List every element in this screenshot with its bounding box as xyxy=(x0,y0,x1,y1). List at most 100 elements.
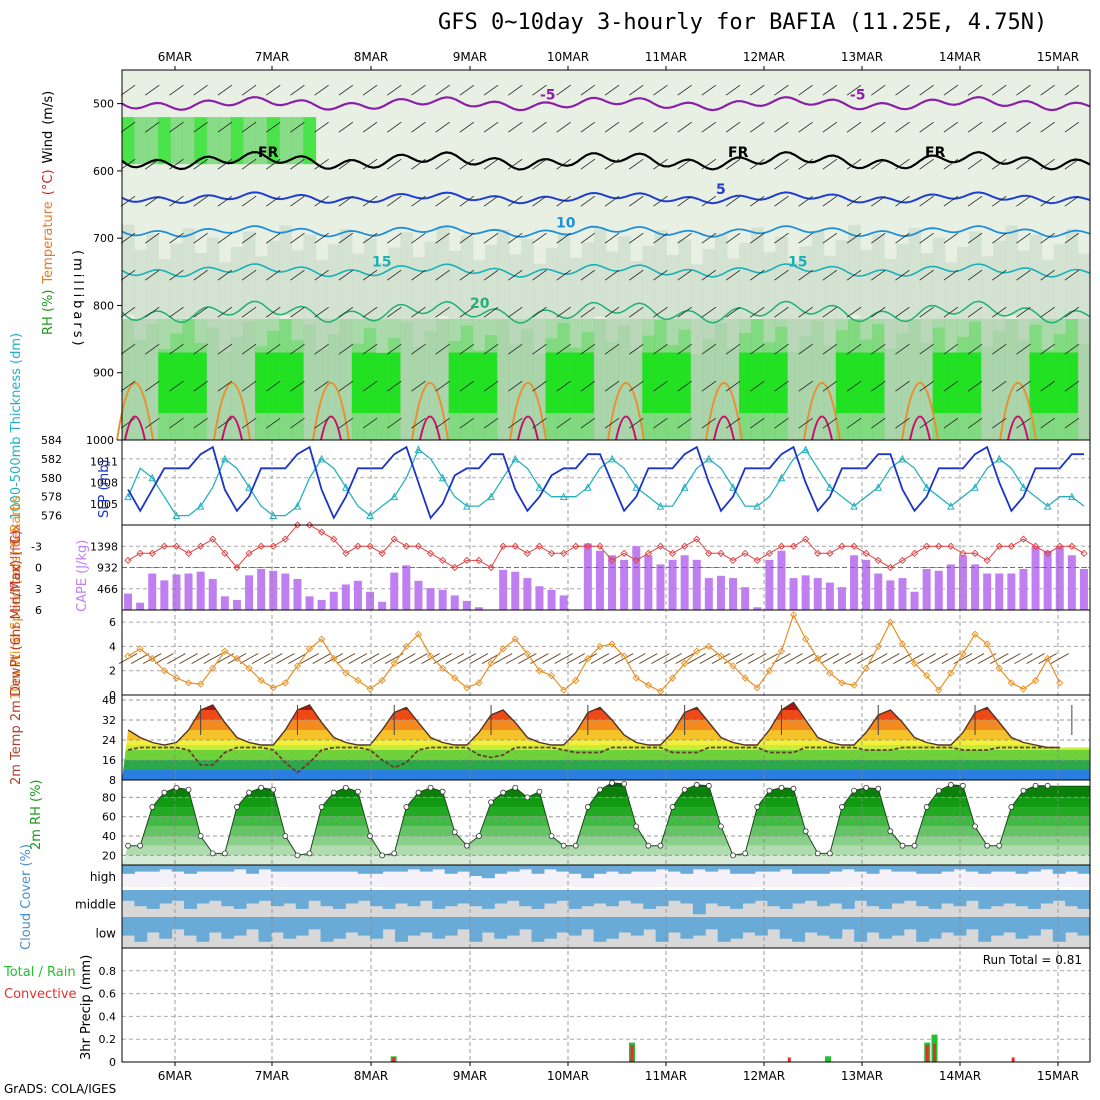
wind-speed-point xyxy=(717,652,725,660)
thickness-point xyxy=(487,492,495,501)
precip-tick: 0.4 xyxy=(99,1010,117,1023)
cloud-cell-high xyxy=(630,865,644,872)
cloud-cell-middle xyxy=(419,890,433,901)
wind-speed-point xyxy=(971,630,979,638)
wind-barb xyxy=(362,195,378,207)
wind-barb xyxy=(459,417,475,429)
wind-barb xyxy=(290,343,305,355)
panel-bg-7 xyxy=(122,948,1090,1062)
wind-barb xyxy=(750,417,765,429)
wind-barb xyxy=(169,195,184,207)
wind-tick: 0 xyxy=(109,689,116,702)
cloud-cell-low xyxy=(680,917,694,939)
cloud-cell-middle xyxy=(233,890,247,909)
cape-bar xyxy=(220,596,229,610)
wind-barb xyxy=(677,195,692,207)
cloud-cell-low xyxy=(978,917,992,942)
hot-contour xyxy=(320,415,342,441)
wind-barb xyxy=(193,306,208,318)
rh-cell-mid xyxy=(618,236,631,327)
rh-cell-mid xyxy=(884,259,897,350)
rh-cell-mid xyxy=(303,234,317,325)
rh-point xyxy=(306,850,313,857)
li-point xyxy=(741,549,749,557)
cloud-cell-middle xyxy=(705,890,719,904)
cloud-cell-middle xyxy=(345,890,359,904)
precip-convective-bar xyxy=(787,1057,791,1062)
rh-cell-high xyxy=(472,352,486,414)
cloud-cell-middle xyxy=(1015,890,1029,907)
wind-barb xyxy=(677,84,692,96)
li-point xyxy=(632,556,640,565)
temp-ylabel-text: 2m Temp 2m DewPt (6hr Min/Max) (°C) xyxy=(9,530,24,785)
cape-bar xyxy=(474,607,483,610)
rh-cell-low xyxy=(1005,318,1018,440)
rh-cell-high xyxy=(581,352,595,414)
rh-cell-mid xyxy=(243,231,256,322)
wind-barb xyxy=(701,195,717,207)
slp-tick: 1005 xyxy=(90,498,118,511)
cape-bar xyxy=(341,584,350,610)
wind-barb xyxy=(508,121,523,133)
wind-speed-point xyxy=(681,659,689,668)
wind-barb xyxy=(1064,121,1080,133)
cloud-cell-middle xyxy=(469,890,483,907)
wind-barb xyxy=(435,232,450,244)
li-point xyxy=(535,542,544,550)
cloud-cell-middle xyxy=(295,890,309,909)
thickness-point xyxy=(148,473,157,482)
cloud-cell-middle xyxy=(506,890,520,901)
cloud-cell-middle xyxy=(1065,890,1079,907)
rh-cell-mid xyxy=(472,260,486,351)
wind-barb xyxy=(774,121,789,133)
wind-barb xyxy=(387,417,402,429)
wind-barb xyxy=(483,343,499,355)
warm-contour xyxy=(509,382,547,441)
li-point xyxy=(923,542,931,550)
li-point xyxy=(995,542,1003,550)
wind-barb xyxy=(435,158,450,170)
chart-title: GFS 0~10day 3-hourly for BAFIA (11.25E, … xyxy=(438,10,1048,35)
hot-contour xyxy=(811,415,833,441)
hot-contour xyxy=(124,415,146,441)
wind-barb xyxy=(169,121,184,133)
cloud-cell-high xyxy=(692,865,706,870)
cloud-cell-middle xyxy=(494,890,508,904)
wind-speed-point xyxy=(342,669,350,677)
wind-barb xyxy=(290,306,305,318)
cape-bar xyxy=(1019,568,1028,610)
cape-bar xyxy=(595,550,604,610)
rh-cell-high xyxy=(1053,352,1067,414)
temp-tick: 8 xyxy=(109,774,116,787)
wind-barb xyxy=(459,269,475,281)
wind-barb xyxy=(435,306,450,318)
wind-speed-point xyxy=(390,659,398,668)
wind-barb xyxy=(992,84,1007,96)
cape-bar xyxy=(801,575,810,610)
rh-cell-mid xyxy=(424,241,438,332)
cloud-cell-high xyxy=(258,865,272,870)
thickness-point xyxy=(438,473,447,482)
rh-point xyxy=(730,852,736,859)
li-point xyxy=(511,542,519,550)
li-point xyxy=(366,542,374,550)
cape-tick: 466 xyxy=(97,583,118,596)
wind-barb xyxy=(266,380,281,392)
wind-barb xyxy=(653,84,668,96)
cape-tick: 1398 xyxy=(90,540,118,553)
wind-speed-point xyxy=(572,676,580,685)
cloud-cell-high xyxy=(283,865,297,872)
panel-bg-1 xyxy=(122,440,1090,525)
cloud-cell-high xyxy=(506,865,520,872)
cloud-cell-high xyxy=(816,865,830,874)
rh-cell-high xyxy=(860,352,873,414)
cloud-cell-middle xyxy=(196,890,210,904)
cloud-cell-low xyxy=(1077,917,1091,936)
cloud-cell-low xyxy=(618,917,632,933)
hot-contour xyxy=(419,415,441,441)
warm-contour xyxy=(999,382,1037,441)
cloud-cell-high xyxy=(643,865,657,872)
cape-bar xyxy=(692,559,701,610)
cape-bar xyxy=(196,571,205,610)
wind-barb xyxy=(677,269,692,281)
